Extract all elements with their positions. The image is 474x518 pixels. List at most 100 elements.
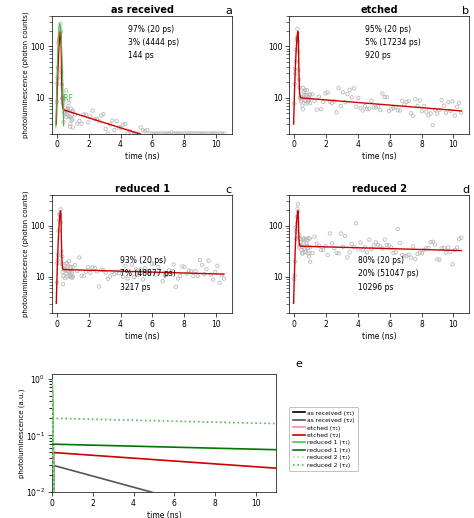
Point [68, 116, 75, 124]
Point [176, 130, 184, 138]
Point [301, 248, 309, 256]
Point [146, 130, 153, 138]
Point [291, 65, 299, 73]
Point [324, 88, 331, 96]
Point [309, 249, 316, 257]
Point [58, 247, 65, 255]
Point [292, 235, 300, 243]
Point [133, 265, 140, 274]
Point [187, 130, 195, 138]
Point [291, 80, 299, 88]
Point [357, 238, 365, 247]
Point [365, 236, 373, 244]
Point [300, 235, 307, 243]
Point [372, 238, 380, 247]
Point [355, 94, 362, 102]
Point [392, 248, 400, 256]
Point [294, 205, 301, 213]
Point [303, 236, 311, 244]
Point [155, 263, 162, 271]
Point [326, 229, 334, 238]
Point [355, 245, 362, 253]
Point [297, 238, 305, 247]
Point [150, 260, 158, 268]
Text: d: d [462, 185, 469, 195]
Point [194, 130, 201, 138]
Point [422, 108, 430, 116]
Point [100, 110, 107, 118]
Point [379, 244, 386, 253]
X-axis label: time (ns): time (ns) [147, 511, 182, 518]
Point [87, 112, 94, 120]
Point [66, 123, 74, 131]
Point [319, 246, 327, 254]
Point [296, 94, 304, 102]
Point [174, 275, 182, 283]
Point [150, 130, 158, 138]
Point [319, 98, 327, 106]
Point [63, 110, 71, 119]
Point [304, 249, 311, 257]
Point [296, 241, 304, 249]
Point [67, 113, 74, 122]
Point [205, 130, 212, 138]
Point [69, 274, 76, 282]
Point [152, 130, 160, 138]
Point [440, 102, 447, 110]
Title: as received: as received [110, 5, 173, 15]
Point [144, 267, 151, 276]
Point [306, 90, 313, 98]
Point [211, 130, 219, 138]
Point [306, 257, 314, 266]
Point [209, 276, 217, 284]
Point [170, 261, 177, 269]
Text: a: a [225, 6, 232, 16]
Point [139, 276, 147, 284]
Point [298, 249, 306, 257]
Title: reduced 2: reduced 2 [352, 184, 407, 194]
Point [126, 283, 134, 292]
X-axis label: time (ns): time (ns) [362, 332, 397, 340]
Point [139, 126, 147, 135]
Point [306, 235, 313, 243]
Point [59, 99, 67, 107]
Point [191, 267, 199, 275]
Point [301, 86, 309, 94]
Point [299, 102, 306, 110]
Point [203, 130, 210, 138]
Point [295, 75, 303, 83]
Point [385, 241, 393, 250]
Point [53, 279, 61, 287]
Point [311, 97, 319, 105]
Text: IRF: IRF [61, 94, 73, 103]
Point [297, 97, 305, 106]
Point [416, 96, 423, 105]
Point [442, 249, 450, 257]
Point [201, 130, 208, 138]
Point [135, 130, 142, 138]
Point [59, 268, 66, 276]
Point [133, 130, 140, 138]
Point [357, 104, 365, 112]
Point [64, 105, 71, 113]
Point [155, 130, 162, 138]
Point [328, 239, 336, 248]
Point [302, 91, 310, 99]
Point [148, 260, 155, 268]
Point [330, 97, 338, 106]
Point [95, 282, 103, 291]
Point [293, 34, 301, 42]
Point [207, 130, 215, 138]
Point [291, 271, 299, 280]
Point [383, 93, 391, 101]
Point [350, 243, 358, 251]
Point [294, 208, 302, 216]
Point [56, 31, 64, 39]
Point [294, 48, 302, 56]
Point [330, 244, 338, 252]
Point [407, 109, 415, 118]
Point [185, 266, 193, 275]
Point [293, 36, 301, 44]
Point [303, 91, 311, 99]
Point [64, 104, 72, 112]
